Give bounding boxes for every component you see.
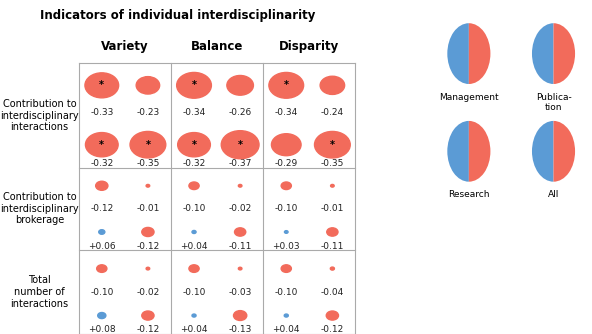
- Circle shape: [285, 231, 288, 233]
- Text: -0.03: -0.03: [229, 288, 252, 297]
- Text: -0.23: -0.23: [136, 109, 159, 118]
- Circle shape: [141, 311, 154, 320]
- Circle shape: [272, 134, 301, 156]
- Circle shape: [281, 182, 291, 190]
- Circle shape: [239, 184, 242, 187]
- Text: -0.26: -0.26: [229, 109, 252, 118]
- Text: Disparity: Disparity: [279, 40, 339, 53]
- Text: -0.24: -0.24: [321, 109, 344, 118]
- Circle shape: [96, 265, 107, 272]
- Text: *: *: [192, 80, 197, 90]
- Text: *: *: [192, 140, 197, 150]
- Text: +0.04: +0.04: [181, 325, 208, 334]
- Text: *: *: [284, 80, 289, 90]
- Text: Variety: Variety: [101, 40, 149, 53]
- Text: -0.04: -0.04: [321, 288, 344, 297]
- Text: Research: Research: [448, 190, 490, 199]
- Circle shape: [233, 311, 247, 321]
- Circle shape: [146, 267, 150, 270]
- Circle shape: [269, 72, 304, 98]
- Circle shape: [227, 75, 253, 95]
- Circle shape: [239, 267, 242, 270]
- Circle shape: [314, 132, 350, 158]
- Circle shape: [189, 265, 199, 272]
- Circle shape: [136, 76, 160, 94]
- Wedge shape: [448, 23, 469, 84]
- Wedge shape: [554, 23, 575, 84]
- Text: -0.12: -0.12: [321, 325, 344, 334]
- Text: -0.12: -0.12: [136, 241, 159, 250]
- Circle shape: [192, 230, 196, 233]
- Text: -0.10: -0.10: [90, 288, 114, 297]
- Text: -0.10: -0.10: [275, 288, 298, 297]
- Text: -0.02: -0.02: [136, 288, 159, 297]
- Circle shape: [192, 314, 196, 317]
- Circle shape: [234, 228, 246, 236]
- Circle shape: [98, 313, 106, 319]
- Text: Balance: Balance: [191, 40, 243, 53]
- Text: Total
number of
interactions: Total number of interactions: [10, 276, 69, 309]
- Text: -0.35: -0.35: [136, 159, 160, 168]
- Circle shape: [85, 73, 118, 98]
- Circle shape: [176, 72, 211, 98]
- Circle shape: [146, 184, 150, 187]
- Circle shape: [281, 265, 291, 272]
- Text: -0.32: -0.32: [90, 159, 114, 168]
- Text: *: *: [146, 140, 150, 150]
- Text: -0.10: -0.10: [182, 204, 205, 213]
- Wedge shape: [532, 23, 554, 84]
- Text: -0.34: -0.34: [182, 109, 205, 118]
- Text: -0.10: -0.10: [182, 288, 205, 297]
- Wedge shape: [448, 121, 469, 182]
- Circle shape: [326, 311, 339, 320]
- Wedge shape: [532, 121, 554, 182]
- Text: -0.13: -0.13: [229, 325, 252, 334]
- Text: -0.37: -0.37: [229, 159, 252, 168]
- Circle shape: [189, 182, 199, 190]
- Text: -0.02: -0.02: [229, 204, 252, 213]
- Text: -0.35: -0.35: [321, 159, 344, 168]
- Text: *: *: [99, 80, 104, 90]
- Text: -0.32: -0.32: [182, 159, 205, 168]
- Text: +0.08: +0.08: [88, 325, 115, 334]
- Text: -0.01: -0.01: [136, 204, 160, 213]
- Text: Contribution to
interdisciplinary
interactions: Contribution to interdisciplinary intera…: [0, 99, 79, 132]
- Circle shape: [178, 133, 210, 157]
- Circle shape: [330, 267, 334, 270]
- Text: *: *: [237, 140, 243, 150]
- Text: -0.11: -0.11: [229, 241, 252, 250]
- Text: *: *: [330, 140, 335, 150]
- Text: +0.03: +0.03: [272, 241, 300, 250]
- Text: Publica-
tion: Publica- tion: [536, 93, 571, 112]
- Text: Management: Management: [439, 93, 498, 102]
- Text: -0.34: -0.34: [275, 109, 298, 118]
- Circle shape: [141, 227, 154, 236]
- Text: -0.11: -0.11: [321, 241, 344, 250]
- Wedge shape: [469, 121, 490, 182]
- Circle shape: [130, 132, 166, 158]
- Circle shape: [330, 184, 334, 187]
- Wedge shape: [554, 121, 575, 182]
- Text: -0.10: -0.10: [275, 204, 298, 213]
- Wedge shape: [469, 23, 490, 84]
- Circle shape: [284, 314, 288, 317]
- Text: +0.04: +0.04: [272, 325, 300, 334]
- Text: *: *: [99, 140, 104, 150]
- Text: +0.06: +0.06: [88, 241, 115, 250]
- Circle shape: [85, 133, 118, 157]
- Circle shape: [221, 131, 259, 159]
- Circle shape: [320, 76, 345, 95]
- Circle shape: [99, 230, 105, 234]
- Text: Contribution to
interdisciplinary
brokerage: Contribution to interdisciplinary broker…: [0, 192, 79, 225]
- Text: -0.12: -0.12: [90, 204, 114, 213]
- Text: -0.33: -0.33: [90, 109, 114, 118]
- Text: -0.12: -0.12: [136, 325, 159, 334]
- Text: Indicators of individual interdisciplinarity: Indicators of individual interdisciplina…: [40, 9, 316, 21]
- Text: +0.04: +0.04: [181, 241, 208, 250]
- Text: -0.29: -0.29: [275, 159, 298, 168]
- Text: All: All: [548, 190, 559, 199]
- Circle shape: [96, 181, 108, 190]
- Circle shape: [327, 228, 338, 236]
- Text: -0.01: -0.01: [321, 204, 344, 213]
